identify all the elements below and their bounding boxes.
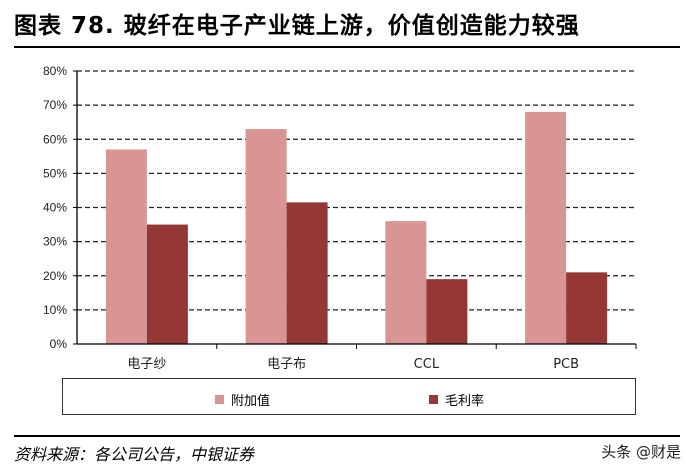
legend-item-1: 毛利率 — [429, 390, 484, 409]
title-divider — [14, 46, 680, 48]
y-tick-label: 0% — [50, 337, 68, 351]
bar-毛利率-CCL — [426, 279, 468, 344]
legend-label: 毛利率 — [445, 394, 485, 409]
bar-chart: 0% 10% 20% 30% 40% 50% 60% 70% 80% 电子纱 电子布 CCL PCB — [43, 64, 637, 372]
y-tick-label: 40% — [43, 201, 67, 215]
y-tick-label: 70% — [43, 98, 67, 112]
watermark: 头条 @财是 — [601, 443, 681, 461]
y-tick-label: 50% — [43, 166, 67, 180]
y-tick-label: 20% — [43, 269, 67, 283]
source-note: 资料来源：各公司公告，中银证券 — [14, 445, 255, 464]
y-tick-label: 80% — [43, 64, 67, 78]
bar-附加值-CCL — [385, 221, 427, 344]
bar-附加值-电子纱 — [105, 149, 147, 344]
legend-item-0: 附加值 — [215, 390, 270, 409]
bar-附加值-电子布 — [245, 129, 287, 344]
y-tick-label: 60% — [43, 132, 67, 146]
y-tick-label: 10% — [43, 303, 67, 317]
bar-附加值-PCB — [525, 111, 567, 344]
x-tick-label: 电子布 — [267, 357, 306, 372]
bar-毛利率-PCB — [566, 272, 608, 344]
y-tick-label: 30% — [43, 235, 67, 249]
bar-毛利率-电子纱 — [146, 224, 188, 344]
legend-swatch — [429, 395, 438, 404]
source-divider — [14, 435, 680, 437]
x-tick-label: 电子纱 — [127, 357, 166, 372]
bar-毛利率-电子布 — [286, 202, 328, 344]
chart-title: 图表 78. 玻纤在电子产业链上游，价值创造能力较强 — [14, 13, 580, 39]
x-tick-label: PCB — [553, 357, 579, 372]
legend-label: 附加值 — [231, 394, 271, 409]
x-tick-label: CCL — [414, 357, 440, 372]
legend: 附加值 毛利率 — [62, 378, 636, 415]
legend-swatch — [215, 395, 224, 404]
